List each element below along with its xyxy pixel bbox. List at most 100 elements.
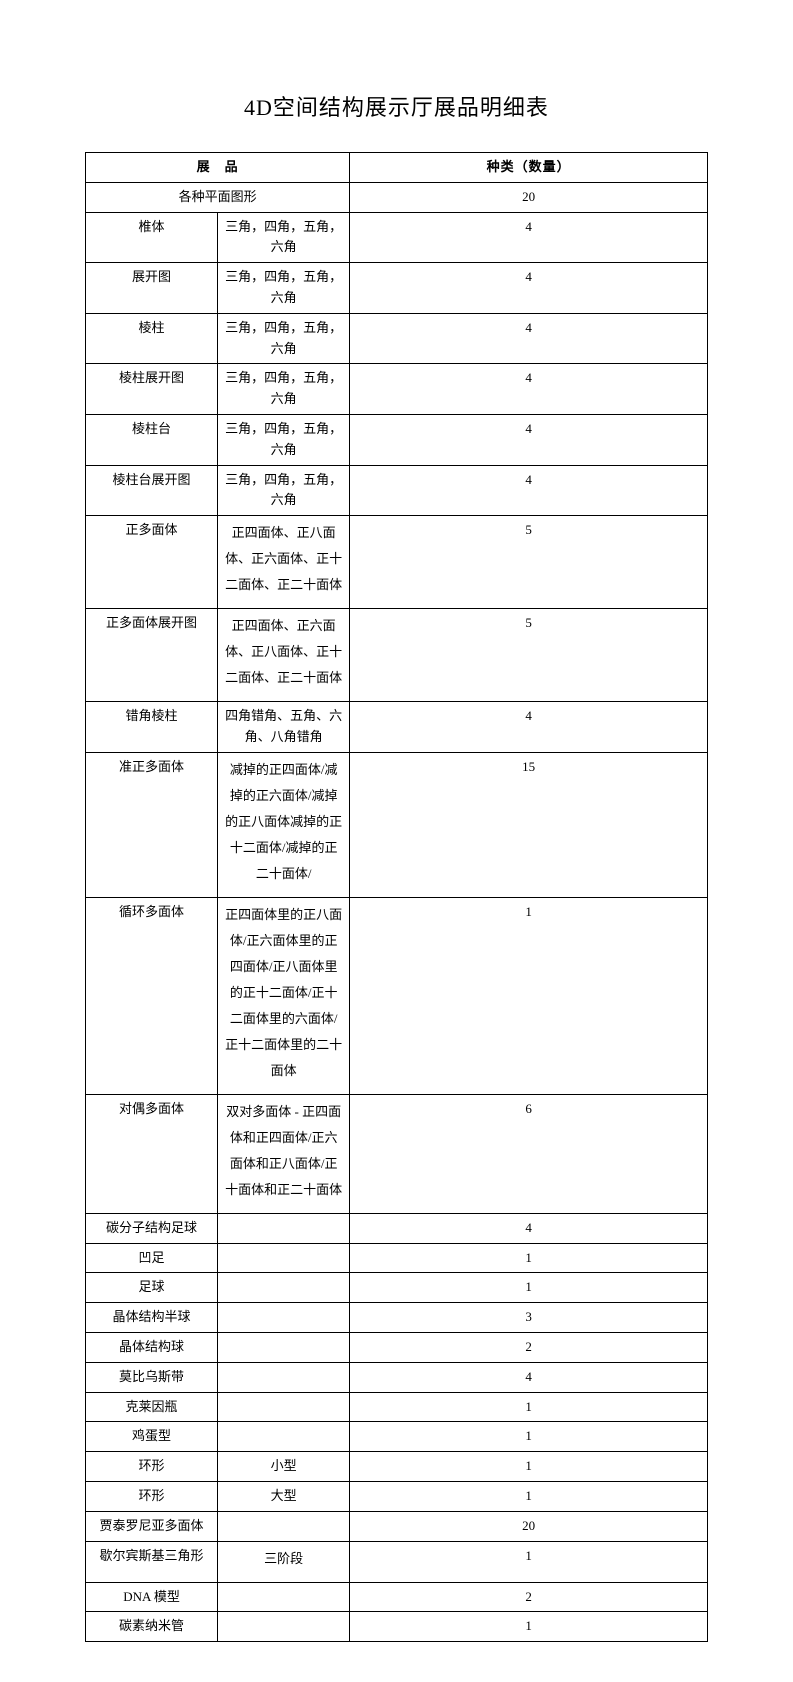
- table-row: 正多面体展开图正四面体、正六面体、正八面体、正十二面体、正二十面体5: [86, 609, 708, 702]
- table-row: 鸡蛋型 1: [86, 1422, 708, 1452]
- cell-name: 棱柱台展开图: [86, 465, 218, 516]
- table-row: 足球 1: [86, 1273, 708, 1303]
- cell-quantity: 3: [350, 1303, 708, 1333]
- cell-name: 环形: [86, 1481, 218, 1511]
- cell-name: 循环多面体: [86, 897, 218, 1094]
- cell-desc: [218, 1243, 350, 1273]
- cell-name: 碳素纳米管: [86, 1612, 218, 1642]
- cell-name: 棱柱台: [86, 414, 218, 465]
- table-row: 错角棱柱四角错角、五角、六角、八角错角4: [86, 702, 708, 753]
- table-row: 莫比乌斯带 4: [86, 1362, 708, 1392]
- cell-quantity: 5: [350, 609, 708, 702]
- cell-desc: [218, 1332, 350, 1362]
- cell-desc: 四角错角、五角、六角、八角错角: [218, 702, 350, 753]
- table-row: 环形小型1: [86, 1452, 708, 1482]
- cell-desc: 双对多面体 - 正四面体和正四面体/正六面体和正八面体/正十面体和正二十面体: [218, 1094, 350, 1213]
- table-row: 凹足1: [86, 1243, 708, 1273]
- cell-desc: 大型: [218, 1481, 350, 1511]
- cell-quantity: 4: [350, 702, 708, 753]
- cell-name: 莫比乌斯带: [86, 1362, 218, 1392]
- cell-quantity: 4: [350, 465, 708, 516]
- table-row: 棱柱展开图三角，四角，五角，六角4: [86, 364, 708, 415]
- table-row: 克莱因瓶1: [86, 1392, 708, 1422]
- cell-quantity: 1: [350, 1392, 708, 1422]
- table-row: 歇尔宾斯基三角形三阶段1: [86, 1541, 708, 1582]
- cell-desc: [218, 1422, 350, 1452]
- cell-desc: 正四面体、正八面体、正六面体、正十二面体、正二十面体: [218, 516, 350, 609]
- cell-name: 晶体结构半球: [86, 1303, 218, 1333]
- table-row: 环形大型1: [86, 1481, 708, 1511]
- table-row: 棱柱三角，四角，五角，六角4: [86, 313, 708, 364]
- cell-name: 环形: [86, 1452, 218, 1482]
- cell-name: 歇尔宾斯基三角形: [86, 1541, 218, 1582]
- cell-quantity: 4: [350, 1362, 708, 1392]
- cell-quantity: 6: [350, 1094, 708, 1213]
- cell-name: 足球: [86, 1273, 218, 1303]
- cell-name: 错角棱柱: [86, 702, 218, 753]
- cell-quantity: 5: [350, 516, 708, 609]
- cell-quantity: 4: [350, 263, 708, 314]
- cell-name: DNA 模型: [86, 1582, 218, 1612]
- cell-desc: 三角，四角，五角，六角: [218, 465, 350, 516]
- cell-quantity: 1: [350, 1612, 708, 1642]
- cell-desc: 三阶段: [218, 1541, 350, 1582]
- table-row: 准正多面体减掉的正四面体/减掉的正六面体/减掉的正八面体减掉的正十二面体/减掉的…: [86, 752, 708, 897]
- cell-quantity: 20: [350, 182, 708, 212]
- table-row: 椎体三角，四角，五角，六角4: [86, 212, 708, 263]
- cell-name: 准正多面体: [86, 752, 218, 897]
- cell-name: 鸡蛋型: [86, 1422, 218, 1452]
- cell-desc: [218, 1582, 350, 1612]
- document-page: 4D空间结构展示厅展品明细表 展 品 种类（数量） 各种平面图形20椎体三角，四…: [0, 0, 793, 1682]
- cell-name: 棱柱展开图: [86, 364, 218, 415]
- cell-desc: 三角，四角，五角，六角: [218, 263, 350, 314]
- cell-quantity: 4: [350, 364, 708, 415]
- cell-desc: [218, 1511, 350, 1541]
- table-row: 晶体结构半球 3: [86, 1303, 708, 1333]
- table-row: 晶体结构球2: [86, 1332, 708, 1362]
- cell-desc: 三角，四角，五角，六角: [218, 212, 350, 263]
- table-row: 对偶多面体双对多面体 - 正四面体和正四面体/正六面体和正八面体/正十面体和正二…: [86, 1094, 708, 1213]
- cell-desc: 三角，四角，五角，六角: [218, 414, 350, 465]
- cell-quantity: 4: [350, 1213, 708, 1243]
- cell-name: 椎体: [86, 212, 218, 263]
- cell-desc: 小型: [218, 1452, 350, 1482]
- cell-quantity: 4: [350, 212, 708, 263]
- table-row: 各种平面图形20: [86, 182, 708, 212]
- cell-desc: [218, 1392, 350, 1422]
- cell-quantity: 4: [350, 313, 708, 364]
- cell-name: 棱柱: [86, 313, 218, 364]
- cell-quantity: 1: [350, 1452, 708, 1482]
- table-row: 展开图三角，四角，五角，六角4: [86, 263, 708, 314]
- cell-name: 正多面体展开图: [86, 609, 218, 702]
- exhibit-table: 展 品 种类（数量） 各种平面图形20椎体三角，四角，五角，六角4展开图三角，四…: [85, 152, 708, 1642]
- cell-quantity: 2: [350, 1332, 708, 1362]
- cell-quantity: 1: [350, 1422, 708, 1452]
- cell-desc: [218, 1213, 350, 1243]
- cell-name: 贾泰罗尼亚多面体: [86, 1511, 218, 1541]
- cell-name: 凹足: [86, 1243, 218, 1273]
- cell-quantity: 1: [350, 1541, 708, 1582]
- cell-desc: [218, 1362, 350, 1392]
- cell-desc: 各种平面图形: [86, 182, 350, 212]
- table-row: DNA 模型 2: [86, 1582, 708, 1612]
- cell-desc: 三角，四角，五角，六角: [218, 313, 350, 364]
- cell-name: 碳分子结构足球: [86, 1213, 218, 1243]
- cell-desc: 正四面体、正六面体、正八面体、正十二面体、正二十面体: [218, 609, 350, 702]
- cell-name: 展开图: [86, 263, 218, 314]
- cell-name: 对偶多面体: [86, 1094, 218, 1213]
- cell-desc: [218, 1303, 350, 1333]
- cell-quantity: 2: [350, 1582, 708, 1612]
- cell-desc: [218, 1273, 350, 1303]
- cell-quantity: 4: [350, 414, 708, 465]
- table-row: 棱柱台展开图三角，四角，五角，六角4: [86, 465, 708, 516]
- header-exhibit: 展 品: [86, 153, 350, 183]
- table-row: 碳分子结构足球 4: [86, 1213, 708, 1243]
- table-row: 循环多面体正四面体里的正八面体/正六面体里的正四面体/正八面体里的正十二面体/正…: [86, 897, 708, 1094]
- cell-quantity: 1: [350, 1273, 708, 1303]
- cell-quantity: 1: [350, 1481, 708, 1511]
- table-row: 棱柱台三角，四角，五角，六角4: [86, 414, 708, 465]
- cell-quantity: 1: [350, 897, 708, 1094]
- cell-desc: [218, 1612, 350, 1642]
- table-row: 贾泰罗尼亚多面体20: [86, 1511, 708, 1541]
- page-title: 4D空间结构展示厅展品明细表: [85, 90, 708, 122]
